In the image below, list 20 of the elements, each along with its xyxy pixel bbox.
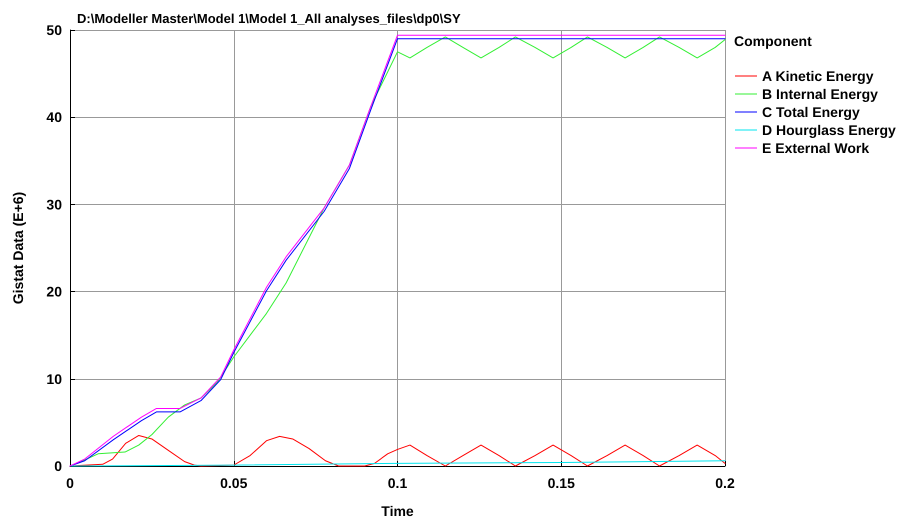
legend-label: B Internal Energy bbox=[762, 86, 878, 102]
x-tick-label: 0.15 bbox=[548, 475, 576, 491]
legend-label: C Total Energy bbox=[762, 104, 860, 120]
legend-label: A Kinetic Energy bbox=[762, 68, 874, 84]
chart-title: D:\Modeller Master\Model 1\Model 1_All analyses_files\dp0\SY bbox=[77, 11, 461, 26]
x-tick-label: 0.2 bbox=[715, 475, 735, 491]
y-tick-label: 50 bbox=[46, 22, 62, 38]
y-tick-label: 40 bbox=[46, 109, 62, 126]
y-tick-label: 20 bbox=[46, 284, 62, 300]
legend-label: D Hourglass Energy bbox=[762, 122, 896, 138]
legend-label: E External Work bbox=[762, 140, 870, 156]
y-tick-label: 10 bbox=[46, 370, 62, 387]
x-tick-label: 0.1 bbox=[388, 475, 408, 491]
x-axis-title: Time bbox=[381, 503, 414, 519]
y-tick-label: 30 bbox=[46, 196, 62, 212]
legend-title: Component bbox=[734, 33, 812, 49]
x-tick-label: 0.05 bbox=[220, 475, 248, 491]
y-tick-label: 0 bbox=[54, 458, 62, 474]
y-axis-title: Gistat Data (E+6) bbox=[10, 192, 26, 304]
x-tick-label: 0 bbox=[66, 475, 74, 491]
